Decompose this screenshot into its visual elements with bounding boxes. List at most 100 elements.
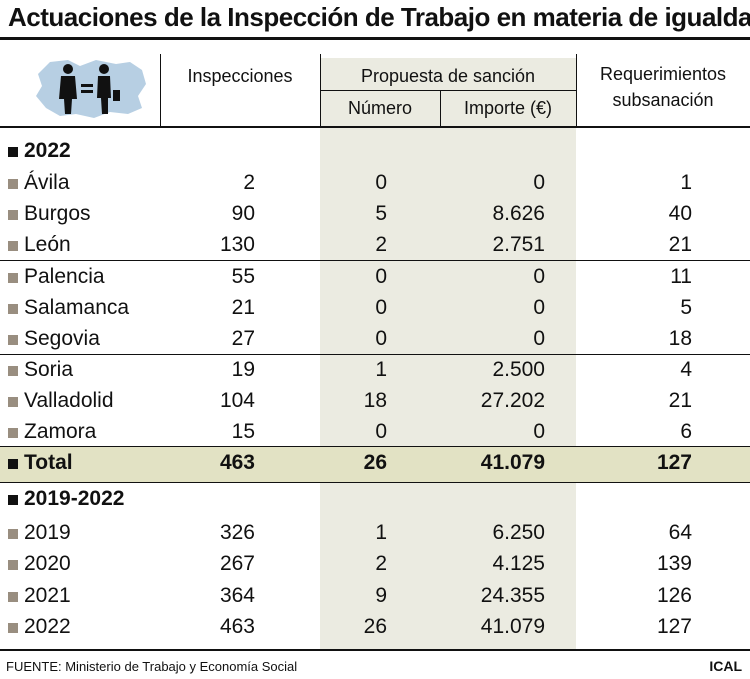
table-row: Soria 19 1 2.500 4 — [0, 355, 750, 386]
total-row: Total 463 26 41.079 127 — [0, 448, 750, 479]
sancion-column-shade — [320, 58, 576, 649]
header-inspecciones: Inspecciones — [187, 66, 293, 86]
cell-numero: 0 — [375, 296, 387, 319]
table-row: Palencia 55 0 0 11 — [0, 262, 750, 293]
bullet-icon — [8, 623, 18, 633]
cell-importe: 24.355 — [480, 584, 545, 607]
bullet-icon — [8, 459, 18, 469]
cell-inspecciones: 130 — [219, 233, 255, 256]
cell-requerimientos: 11 — [670, 265, 692, 288]
cell-requerimientos: 139 — [656, 552, 692, 575]
cell-importe: 8.626 — [492, 202, 545, 225]
row-label: León — [24, 233, 71, 256]
grid-line — [160, 54, 161, 126]
cell-numero: 1 — [375, 521, 387, 544]
bullet-icon — [8, 304, 18, 314]
header-importe: Importe (€) — [463, 98, 553, 118]
cell-numero: 0 — [375, 420, 387, 443]
header-requerimientos: Requerimientos — [599, 64, 727, 84]
cell-requerimientos: 127 — [656, 451, 692, 474]
table-row: Ávila 2 0 0 1 — [0, 168, 750, 199]
cell-numero: 0 — [375, 327, 387, 350]
table-row: Segovia 27 0 0 18 — [0, 324, 750, 355]
cell-importe: 41.079 — [480, 451, 545, 474]
source-note: FUENTE: Ministerio de Trabajo y Economía… — [6, 659, 298, 674]
group-divider — [0, 482, 750, 483]
cell-numero: 26 — [363, 451, 387, 474]
bullet-icon — [8, 179, 18, 189]
cell-inspecciones: 364 — [219, 584, 255, 607]
cell-importe: 41.079 — [480, 615, 545, 638]
row-label: 2022 — [24, 615, 71, 638]
brand-label: ICAL — [709, 658, 742, 674]
cell-inspecciones: 27 — [231, 327, 255, 350]
cell-requerimientos: 18 — [668, 327, 692, 350]
cell-importe: 0 — [533, 171, 545, 194]
cell-importe: 4.125 — [492, 552, 545, 575]
bullet-icon — [8, 241, 18, 251]
cell-inspecciones: 104 — [219, 389, 255, 412]
row-label: Segovia — [24, 327, 100, 350]
cell-numero: 18 — [363, 389, 387, 412]
row-label: Burgos — [24, 202, 91, 225]
cell-inspecciones: 55 — [231, 265, 255, 288]
cell-numero: 9 — [375, 584, 387, 607]
cell-requerimientos: 40 — [668, 202, 692, 225]
grid-line — [440, 90, 441, 126]
header-subsanacion: subsanación — [612, 90, 714, 110]
cell-requerimientos: 6 — [680, 420, 692, 443]
table-row: 2019 326 1 6.250 64 — [0, 518, 750, 549]
grid-line — [576, 54, 577, 126]
cell-importe: 27.202 — [480, 389, 545, 412]
total-row-band — [0, 446, 750, 482]
cell-importe: 2.751 — [492, 233, 545, 256]
cell-inspecciones: 463 — [219, 451, 255, 474]
row-label: Palencia — [24, 265, 105, 288]
bullet-icon — [8, 210, 18, 220]
bullet-icon — [8, 273, 18, 283]
table-row: 2020 267 2 4.125 139 — [0, 549, 750, 580]
bullet-icon — [8, 147, 18, 157]
section-row: 2022 — [0, 136, 750, 167]
bullet-icon — [8, 560, 18, 570]
cell-numero: 0 — [375, 265, 387, 288]
cell-importe: 0 — [533, 265, 545, 288]
cell-requerimientos: 5 — [680, 296, 692, 319]
cell-importe: 2.500 — [492, 358, 545, 381]
page-title: Actuaciones de la Inspección de Trabajo … — [8, 2, 750, 32]
cell-inspecciones: 267 — [219, 552, 255, 575]
table-row: 2022 463 26 41.079 127 — [0, 612, 750, 643]
bullet-icon — [8, 428, 18, 438]
row-label: 2019 — [24, 521, 71, 544]
row-label: Ávila — [24, 171, 70, 194]
cell-numero: 2 — [375, 552, 387, 575]
row-label: Soria — [24, 358, 74, 381]
table-row: Valladolid 104 18 27.202 21 — [0, 386, 750, 417]
row-label: Valladolid — [24, 389, 114, 412]
header-rule — [0, 126, 750, 128]
cell-requerimientos: 127 — [656, 615, 692, 638]
bullet-icon — [8, 397, 18, 407]
table-row: Zamora 15 0 0 6 — [0, 417, 750, 448]
row-label: Zamora — [24, 420, 97, 443]
cell-importe: 6.250 — [492, 521, 545, 544]
header-propuesta-sancion: Propuesta de sanción — [360, 66, 536, 86]
table-row: Burgos 90 5 8.626 40 — [0, 199, 750, 230]
table-row: León 130 2 2.751 21 — [0, 230, 750, 261]
cell-requerimientos: 126 — [656, 584, 692, 607]
title-rule — [0, 37, 750, 40]
table-row: Salamanca 21 0 0 5 — [0, 293, 750, 324]
cell-inspecciones: 463 — [219, 615, 255, 638]
row-label: Total — [24, 451, 73, 474]
cell-inspecciones: 15 — [231, 420, 255, 443]
cell-requerimientos: 4 — [680, 358, 692, 381]
cell-numero: 5 — [375, 202, 387, 225]
cell-requerimientos: 64 — [668, 521, 692, 544]
cell-inspecciones: 19 — [231, 358, 255, 381]
cell-numero: 1 — [375, 358, 387, 381]
bullet-icon — [8, 335, 18, 345]
row-label: 2022 — [24, 139, 71, 162]
equality-logo-icon — [36, 60, 146, 118]
cell-importe: 0 — [533, 296, 545, 319]
cell-numero: 0 — [375, 171, 387, 194]
